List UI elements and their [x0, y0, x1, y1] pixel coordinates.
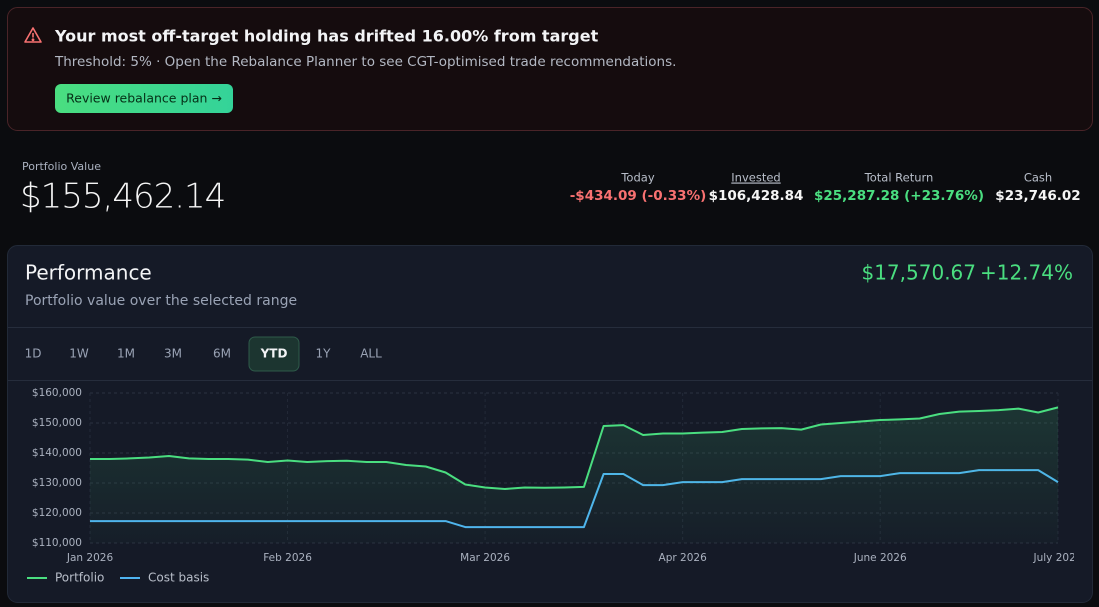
range-label[interactable]: 6M — [213, 347, 231, 361]
performance-change-pct: +12.74% — [980, 261, 1073, 285]
range-button[interactable]: 3M — [164, 347, 182, 361]
stat-label: Today — [620, 171, 654, 185]
alert-box — [7, 7, 1093, 131]
y-tick-label: $120,000 — [32, 507, 82, 519]
warning-icon — [24, 27, 42, 43]
x-tick-label: June 2026 — [853, 552, 907, 564]
range-button[interactable]: 6M — [213, 347, 231, 361]
portfolio-label: Portfolio Value — [22, 160, 101, 173]
stat-value: $25,287.28 (+23.76%) — [814, 188, 984, 204]
button-label[interactable]: Review rebalance plan → — [66, 91, 222, 106]
range-button[interactable]: 1W — [69, 347, 89, 361]
range-label[interactable]: YTD — [260, 347, 288, 361]
range-label[interactable]: 1W — [69, 347, 89, 361]
legend-label: Cost basis — [148, 571, 209, 585]
range-active-bg[interactable] — [248, 336, 300, 372]
stat-label: Invested — [731, 171, 780, 185]
x-tick-label: Jan 2026 — [66, 552, 114, 564]
stat-value: $23,746.02 — [995, 188, 1080, 204]
stat-value: -$434.09 (-0.33%) — [570, 188, 707, 204]
range-button[interactable]: 1Y — [316, 347, 332, 361]
range-label[interactable]: ALL — [360, 347, 382, 361]
stat-label: Cash — [1024, 171, 1052, 185]
button-bg[interactable] — [55, 84, 233, 113]
review-button[interactable]: Review rebalance plan → — [55, 84, 233, 113]
range-label[interactable]: 1M — [117, 347, 135, 361]
x-tick-label: July 2026 — [1033, 552, 1083, 564]
y-tick-label: $150,000 — [32, 417, 82, 429]
y-tick-label: $110,000 — [32, 537, 82, 549]
portfolio-value: $155,462.14 — [20, 177, 225, 217]
stats: Today -$434.09 (-0.33%) Invested $106,428.8… — [570, 171, 1081, 205]
x-tick-label: Feb 2026 — [263, 552, 312, 564]
range-label[interactable]: 3M — [164, 347, 182, 361]
alert-title: Your most off-target holding has drifted… — [54, 27, 599, 46]
range-label[interactable]: 1D — [25, 347, 42, 361]
range-button[interactable]: 1M — [117, 347, 135, 361]
range-button[interactable]: ALL — [360, 347, 382, 361]
stat-value: $106,428.84 — [709, 188, 804, 204]
performance-change: $17,570.67 — [861, 261, 976, 285]
performance-title: Performance — [25, 261, 152, 285]
range-button[interactable]: YTD — [248, 336, 300, 372]
x-tick-label: Mar 2026 — [460, 552, 510, 564]
area — [90, 407, 1058, 543]
y-tick-label: $160,000 — [32, 387, 82, 399]
range-selector: 1D 1W 1M 3M 6M YTD 1Y ALL — [25, 336, 382, 372]
performance-subtitle: Portfolio value over the selected range — [25, 293, 297, 309]
y-tick-label: $130,000 — [32, 477, 82, 489]
y-tick-label: $140,000 — [32, 447, 82, 459]
chart: $110,000 $120,000 $130,000 $140,000 $150,000… — [32, 387, 1083, 564]
legend: Portfolio Cost basis — [27, 571, 209, 585]
legend-label: Portfolio — [55, 571, 104, 585]
alert-message: Threshold: 5% · Open the Rebalance Plann… — [54, 54, 676, 70]
x-tick-label: Apr 2026 — [659, 552, 708, 564]
range-button[interactable]: 1D — [25, 347, 42, 361]
stat-label: Total Return — [864, 171, 934, 185]
range-label[interactable]: 1Y — [316, 347, 332, 361]
line — [90, 406, 1059, 490]
